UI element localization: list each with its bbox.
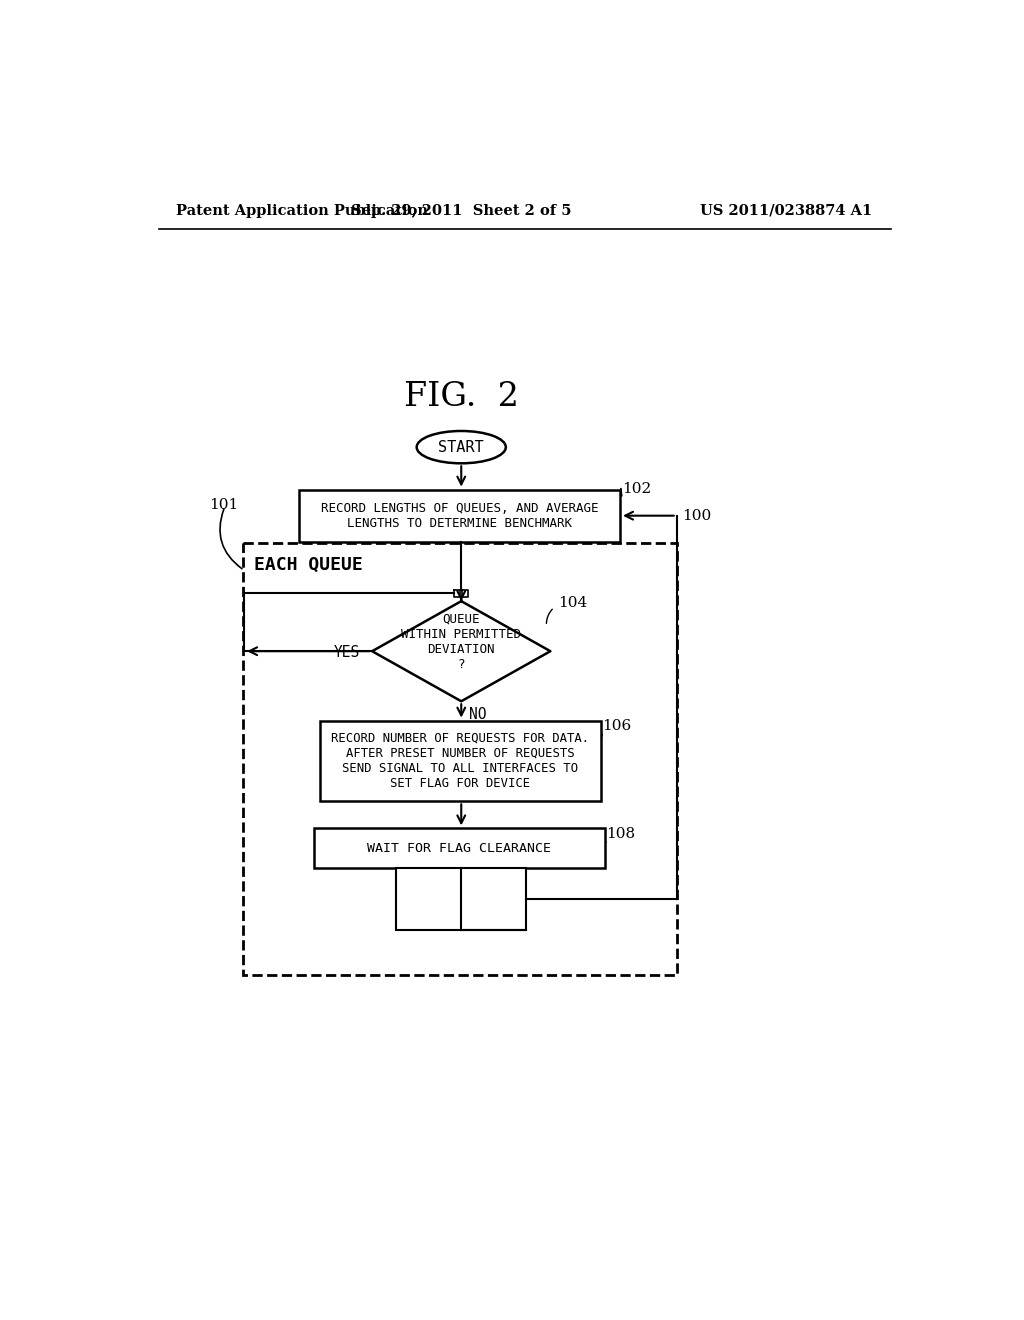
Bar (243, 544, 677, 974)
Bar (314, 829, 604, 869)
Text: 102: 102 (623, 482, 651, 496)
Text: FIG.  2: FIG. 2 (403, 381, 519, 413)
Text: 100: 100 (682, 510, 712, 524)
Text: US 2011/0238874 A1: US 2011/0238874 A1 (699, 203, 872, 218)
Text: QUEUE
WITHIN PERMITTED
DEVIATION
?: QUEUE WITHIN PERMITTED DEVIATION ? (401, 612, 521, 671)
Text: 108: 108 (606, 826, 635, 841)
Polygon shape (372, 601, 550, 701)
Ellipse shape (417, 430, 506, 463)
Text: Sep. 29, 2011  Sheet 2 of 5: Sep. 29, 2011 Sheet 2 of 5 (351, 203, 571, 218)
Text: RECORD LENGTHS OF QUEUES, AND AVERAGE
LENGTHS TO DETERMINE BENCHMARK: RECORD LENGTHS OF QUEUES, AND AVERAGE LE… (321, 502, 598, 529)
Text: 106: 106 (602, 719, 632, 733)
Text: YES: YES (334, 645, 359, 660)
Text: START: START (438, 440, 484, 454)
Text: RECORD NUMBER OF REQUESTS FOR DATA.
AFTER PRESET NUMBER OF REQUESTS
SEND SIGNAL : RECORD NUMBER OF REQUESTS FOR DATA. AFTE… (332, 731, 590, 789)
Text: 101: 101 (209, 498, 239, 512)
Bar (321, 721, 601, 801)
Bar (396, 869, 526, 929)
Text: 104: 104 (558, 595, 588, 610)
Text: WAIT FOR FLAG CLEARANCE: WAIT FOR FLAG CLEARANCE (368, 842, 551, 855)
Text: EACH QUEUE: EACH QUEUE (254, 556, 362, 574)
Bar (299, 490, 621, 541)
Text: Patent Application Publication: Patent Application Publication (176, 203, 428, 218)
Text: NO: NO (469, 706, 486, 722)
